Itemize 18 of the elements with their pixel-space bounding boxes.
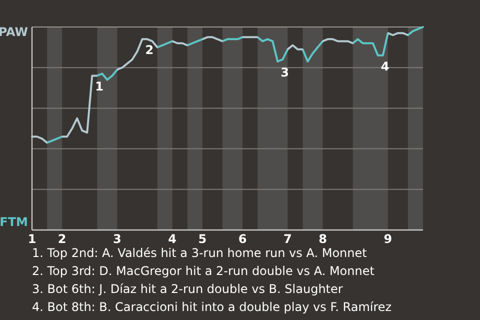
text: 4. Bot 8th: B. Caraccioni hit into a double play vs F. Ramírez [32,300,392,314]
x-tick-label: 3 [113,232,122,246]
text: 1. Top 2nd: A. Valdés hit a 3-run home run vs A. Monnet [32,246,368,260]
text: 3. Bot 6th: J. Díaz hit a 2-run double vs B. Slaughter [32,282,343,296]
x-tick-label: 9 [384,232,392,246]
x-tick-label: 6 [238,232,247,246]
x-tick-label: 2 [58,232,66,246]
text: FTM [0,215,28,229]
x-tick-label: 4 [168,232,177,246]
annotation: 1 [95,80,104,94]
annotation: 2 [145,43,154,58]
annotation: 4 [380,59,390,74]
x-tick-label: 5 [198,232,207,246]
x-tick-label: 1 [28,232,36,246]
x-tick-label: 7 [283,232,292,246]
x-tick-label: 8 [318,232,327,246]
text: 2. Top 3rd: D. MacGregor hit a 2-run double vs A. Monnet [32,264,375,278]
annotation: 3 [280,66,289,80]
